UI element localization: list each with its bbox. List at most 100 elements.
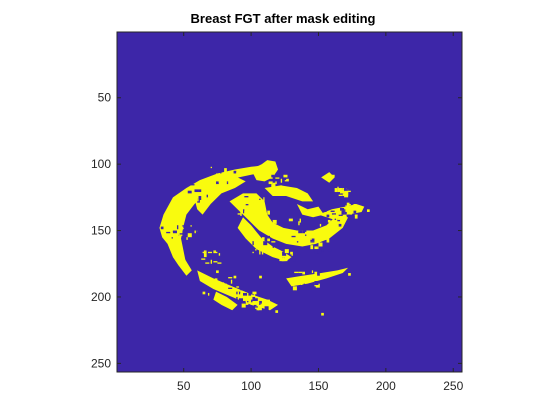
x-tick-label: 50 <box>177 379 191 393</box>
mask-pixel <box>274 242 279 247</box>
image-background <box>117 32 462 372</box>
mask-pixel <box>264 302 266 304</box>
mask-pixel <box>261 237 265 240</box>
mask-pixel <box>317 273 320 276</box>
mask-pixel <box>338 223 342 227</box>
mask-pixel <box>261 250 264 255</box>
mask-pixel <box>240 288 242 291</box>
mask-pixel <box>272 243 275 248</box>
mask-pixel <box>179 233 184 235</box>
mask-pixel <box>243 292 248 296</box>
mask-pixel <box>330 210 335 212</box>
mask-pixel <box>340 207 345 211</box>
mask-pixel <box>237 213 242 215</box>
y-tick-label: 150 <box>91 224 111 238</box>
mask-pixel <box>303 283 306 288</box>
mask-pixel <box>168 227 173 230</box>
mask-pixel <box>194 230 196 234</box>
mask-pixel <box>346 202 350 207</box>
mask-pixel <box>311 275 315 279</box>
mask-pixel <box>194 189 199 193</box>
mask-pixel <box>318 239 320 244</box>
mask-pixel <box>260 198 262 203</box>
mask-pixel <box>276 233 280 238</box>
mask-pixel <box>286 177 288 179</box>
mask-pixel <box>216 181 219 185</box>
mask-pixel <box>179 227 184 230</box>
mask-pixel <box>193 222 195 227</box>
mask-pixel <box>213 261 218 263</box>
mask-pixel <box>191 189 194 194</box>
mask-pixel <box>252 296 256 301</box>
mask-pixel <box>245 213 250 216</box>
mask-pixel <box>216 270 219 274</box>
mask-pixel <box>171 237 173 239</box>
mask-pixel <box>296 249 299 251</box>
mask-pixel <box>205 185 207 187</box>
mask-pixel <box>256 307 261 309</box>
mask-pixel <box>198 189 202 193</box>
mask-pixel <box>183 235 188 238</box>
mask-pixel <box>178 225 182 227</box>
mask-pixel <box>331 213 336 215</box>
mask-pixel <box>310 270 312 274</box>
mask-pixel <box>214 281 219 284</box>
mask-pixel <box>310 245 314 250</box>
mask-pixel <box>243 209 245 214</box>
mask-pixel <box>256 245 261 250</box>
mask-pixel <box>286 184 291 186</box>
mask-pixel <box>259 198 261 201</box>
mask-pixel <box>203 253 207 258</box>
mask-pixel <box>179 235 182 239</box>
mask-pixel <box>292 259 296 262</box>
plot-title: Breast FGT after mask editing <box>191 11 376 26</box>
mask-pixel <box>225 185 230 189</box>
mask-pixel <box>346 214 351 218</box>
mask-pixel <box>168 231 172 234</box>
mask-segment <box>159 165 265 266</box>
mask-pixel <box>326 247 330 250</box>
y-axis-ticks: 50 100 150 200 250 <box>91 91 462 370</box>
mask-pixel <box>321 249 324 252</box>
mask-pixel <box>327 219 331 223</box>
mask-pixel <box>346 190 351 193</box>
mask-pixel <box>217 262 222 264</box>
mask-pixel <box>255 306 258 308</box>
mask-pixel <box>327 249 332 252</box>
y-tick-label: 250 <box>91 356 111 370</box>
mask-pixel <box>213 250 217 252</box>
mask-pixel <box>267 238 270 242</box>
mask-pixel <box>284 178 289 182</box>
mask-pixel <box>310 238 312 240</box>
mask-pixel <box>298 253 301 255</box>
mask-pixel <box>172 230 177 234</box>
mask-pixel <box>280 178 283 183</box>
mask-pixel <box>291 255 296 260</box>
mask-pixel <box>264 306 269 311</box>
mask-pixel <box>275 310 279 313</box>
mask-pixel <box>216 257 218 260</box>
mask-pixel <box>240 292 244 296</box>
mask-pixel <box>220 172 222 174</box>
mask-pixel <box>344 186 347 191</box>
mask-pixel <box>318 247 322 250</box>
mask-pixel <box>272 184 275 186</box>
mask-pixel <box>199 182 203 186</box>
mask-pixel <box>252 299 254 301</box>
x-tick-label: 250 <box>443 379 463 393</box>
mask-pixel <box>350 213 353 216</box>
mask-pixel <box>205 262 210 264</box>
mask-pixel <box>197 198 199 202</box>
mask-pixel <box>186 231 190 234</box>
mask-pixel <box>178 234 183 236</box>
mask-pixel <box>222 283 227 288</box>
mask-pixel <box>310 238 315 242</box>
mask-pixel <box>284 249 289 254</box>
mask-pixel <box>207 251 213 254</box>
mask-pixel <box>201 258 206 260</box>
mask-pixel <box>333 214 336 219</box>
mask-pixel <box>187 233 192 238</box>
mask-pixel <box>255 241 260 244</box>
mask-pixel <box>252 209 256 214</box>
mask-pixel <box>323 221 328 224</box>
